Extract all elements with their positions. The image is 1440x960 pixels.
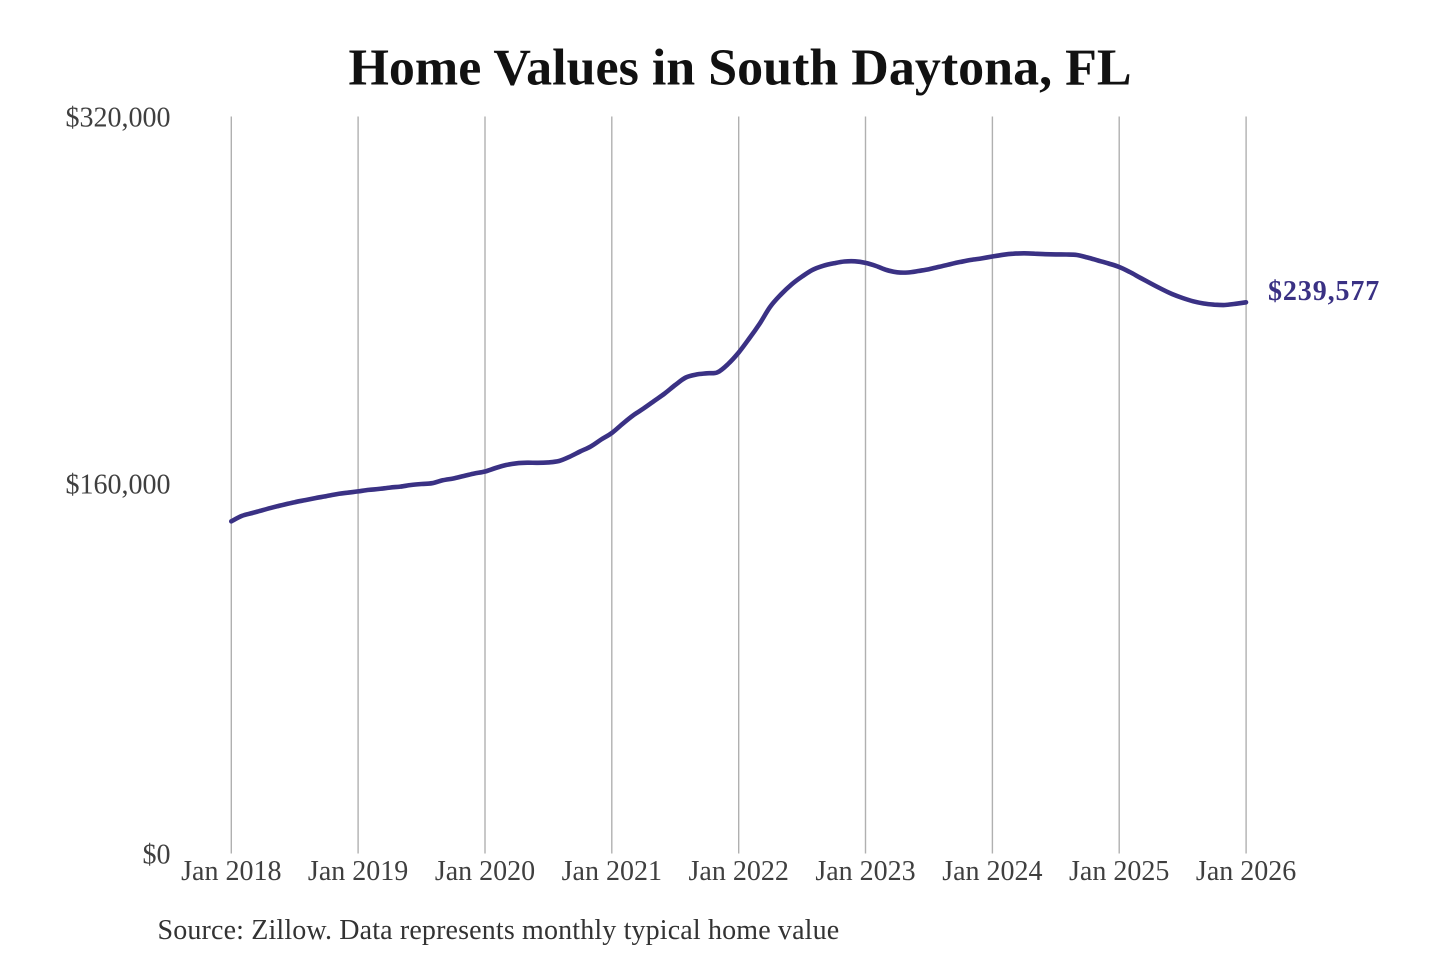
svg-text:Jan 2026: Jan 2026 <box>1196 856 1296 887</box>
svg-text:Jan 2019: Jan 2019 <box>308 856 408 887</box>
svg-text:Jan 2023: Jan 2023 <box>815 856 915 887</box>
svg-text:Jan 2022: Jan 2022 <box>689 856 789 887</box>
svg-text:Home Values in South Daytona,: Home Values in South Daytona, FL <box>348 40 1131 97</box>
svg-text:Source: Zillow. Data represent: Source: Zillow. Data represents monthly … <box>158 915 840 946</box>
svg-text:$160,000: $160,000 <box>66 470 171 501</box>
svg-text:Jan 2020: Jan 2020 <box>435 856 535 887</box>
svg-text:$0: $0 <box>143 840 171 871</box>
svg-text:$239,577: $239,577 <box>1268 276 1380 307</box>
svg-text:Jan 2025: Jan 2025 <box>1069 856 1169 887</box>
svg-text:$320,000: $320,000 <box>66 103 171 134</box>
svg-text:Jan 2021: Jan 2021 <box>562 856 662 887</box>
svg-text:Jan 2024: Jan 2024 <box>942 856 1042 887</box>
svg-text:Jan 2018: Jan 2018 <box>181 856 281 887</box>
